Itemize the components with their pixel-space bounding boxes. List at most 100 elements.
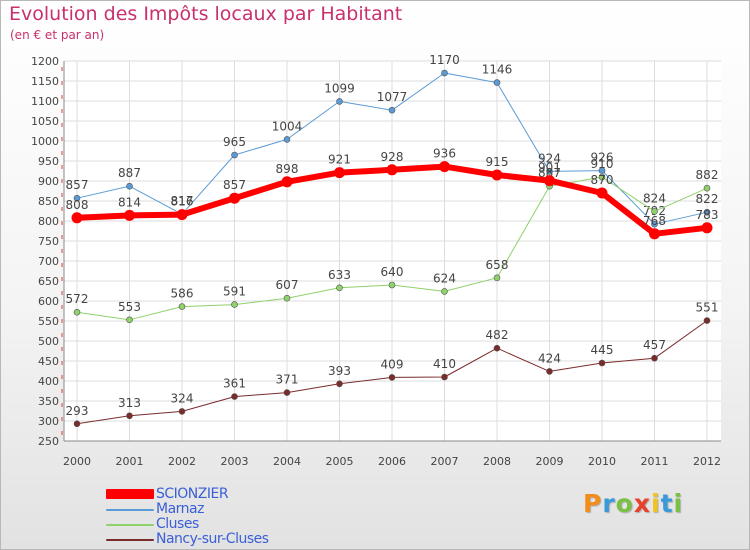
data-point-scionzier xyxy=(491,169,503,181)
data-point-marnaz xyxy=(598,167,606,174)
data-point-scionzier xyxy=(229,192,240,204)
data-point-scionzier xyxy=(176,209,188,221)
data-point-marnaz xyxy=(546,168,553,175)
data-label-nancy-sur-cluses: 371 xyxy=(276,373,299,387)
data-label-cluses: 572 xyxy=(66,292,89,306)
data-point-marnaz xyxy=(283,136,291,143)
brand-logo: Proxiti xyxy=(583,489,683,518)
data-point-nancy-sur-cluses xyxy=(598,359,606,367)
data-point-nancy-sur-cluses xyxy=(126,412,133,420)
logo-letter: r xyxy=(602,489,616,518)
data-point-scionzier xyxy=(439,161,450,173)
data-label-cluses: 591 xyxy=(223,285,246,299)
legend-label-cluses: Cluses xyxy=(156,516,199,532)
data-point-scionzier xyxy=(334,167,345,179)
x-tick-label: 2005 xyxy=(326,455,354,468)
data-point-marnaz xyxy=(703,208,711,216)
data-label-cluses: 887 xyxy=(538,166,561,180)
data-label-marnaz: 965 xyxy=(223,135,246,149)
data-label-marnaz: 924 xyxy=(538,151,561,165)
x-tick-label: 2009 xyxy=(536,455,564,468)
data-point-cluses xyxy=(703,184,711,192)
data-point-nancy-sur-cluses xyxy=(493,344,501,352)
data-point-marnaz xyxy=(126,182,133,190)
data-point-nancy-sur-cluses xyxy=(546,368,553,375)
y-tick-label: 950 xyxy=(38,155,59,168)
data-point-cluses xyxy=(336,284,343,292)
data-label-cluses: 553 xyxy=(118,300,141,314)
data-label-nancy-sur-cluses: 410 xyxy=(433,357,456,371)
data-label-scionzier: 915 xyxy=(486,155,509,169)
data-point-cluses xyxy=(178,303,186,310)
data-point-nancy-sur-cluses xyxy=(651,354,658,362)
data-point-cluses xyxy=(651,208,658,215)
legend-label-nancy-sur-cluses: Nancy-sur-Cluses xyxy=(156,531,269,547)
logo-letter: x xyxy=(633,489,651,518)
data-label-nancy-sur-cluses: 393 xyxy=(328,364,351,378)
data-point-nancy-sur-cluses xyxy=(388,374,396,381)
x-tick-label: 2011 xyxy=(641,455,669,468)
chart-title: Evolution des Impôts locaux par Habitant xyxy=(9,3,403,25)
data-label-cluses: 607 xyxy=(276,278,299,292)
y-tick-label: 1150 xyxy=(31,75,59,88)
y-tick-label: 400 xyxy=(38,375,59,388)
y-tick-label: 250 xyxy=(38,435,59,448)
legend-swatch-nancy-sur-cluses xyxy=(106,539,154,541)
legend-label-marnaz: Marnaz xyxy=(156,501,204,517)
x-tick-label: 2006 xyxy=(378,455,406,468)
y-tick-label: 1000 xyxy=(31,135,59,148)
data-point-scionzier xyxy=(124,209,135,221)
chart-subtitle: (en € et par an) xyxy=(10,28,105,42)
x-tick-label: 2004 xyxy=(273,455,301,468)
data-point-marnaz xyxy=(231,151,238,159)
data-point-nancy-sur-cluses xyxy=(703,317,711,324)
data-label-marnaz: 887 xyxy=(118,166,141,180)
data-point-scionzier xyxy=(386,164,398,176)
data-point-cluses xyxy=(231,301,238,308)
data-label-cluses: 633 xyxy=(328,268,351,282)
y-tick-label: 1200 xyxy=(31,55,59,68)
data-point-scionzier xyxy=(701,222,713,234)
data-point-marnaz xyxy=(388,106,396,114)
x-tick-label: 2003 xyxy=(221,455,249,468)
data-label-nancy-sur-cluses: 424 xyxy=(538,351,561,365)
data-label-scionzier: 898 xyxy=(276,162,299,176)
data-label-marnaz: 1077 xyxy=(377,90,408,104)
data-point-cluses xyxy=(598,173,606,181)
y-tick-label: 900 xyxy=(38,175,59,188)
data-label-marnaz: 1146 xyxy=(482,63,513,77)
data-label-cluses: 824 xyxy=(643,191,666,205)
data-label-nancy-sur-cluses: 551 xyxy=(696,301,719,315)
data-label-scionzier: 783 xyxy=(696,208,719,222)
data-label-cluses: 624 xyxy=(433,271,456,285)
data-point-nancy-sur-cluses xyxy=(178,408,186,415)
y-tick-label: 1050 xyxy=(31,115,59,128)
data-point-cluses xyxy=(126,316,133,324)
data-label-scionzier: 936 xyxy=(433,147,456,161)
y-tick-label: 600 xyxy=(38,295,59,308)
data-label-marnaz: 1099 xyxy=(324,81,355,95)
data-point-nancy-sur-cluses xyxy=(73,420,81,428)
y-tick-label: 450 xyxy=(38,355,59,368)
data-point-scionzier xyxy=(596,187,608,199)
data-point-cluses xyxy=(493,274,501,282)
data-point-scionzier xyxy=(71,212,83,224)
data-label-marnaz: 822 xyxy=(696,192,719,206)
data-label-cluses: 640 xyxy=(381,265,404,279)
x-tick-label: 2007 xyxy=(431,455,459,468)
logo-letter: i xyxy=(673,489,684,518)
data-point-marnaz xyxy=(493,79,501,86)
x-tick-label: 2001 xyxy=(116,455,144,468)
data-label-cluses: 882 xyxy=(696,168,719,182)
data-label-scionzier: 870 xyxy=(591,173,614,187)
data-label-nancy-sur-cluses: 361 xyxy=(223,377,246,391)
y-tick-label: 1100 xyxy=(31,95,59,108)
data-point-nancy-sur-cluses xyxy=(283,389,291,396)
logo-letter: i xyxy=(651,489,661,518)
data-label-scionzier: 768 xyxy=(643,214,666,228)
legend-swatch-scionzier xyxy=(106,489,154,499)
y-tick-label: 300 xyxy=(38,415,59,428)
y-tick-label: 650 xyxy=(38,275,59,288)
y-tick-label: 500 xyxy=(38,335,59,348)
